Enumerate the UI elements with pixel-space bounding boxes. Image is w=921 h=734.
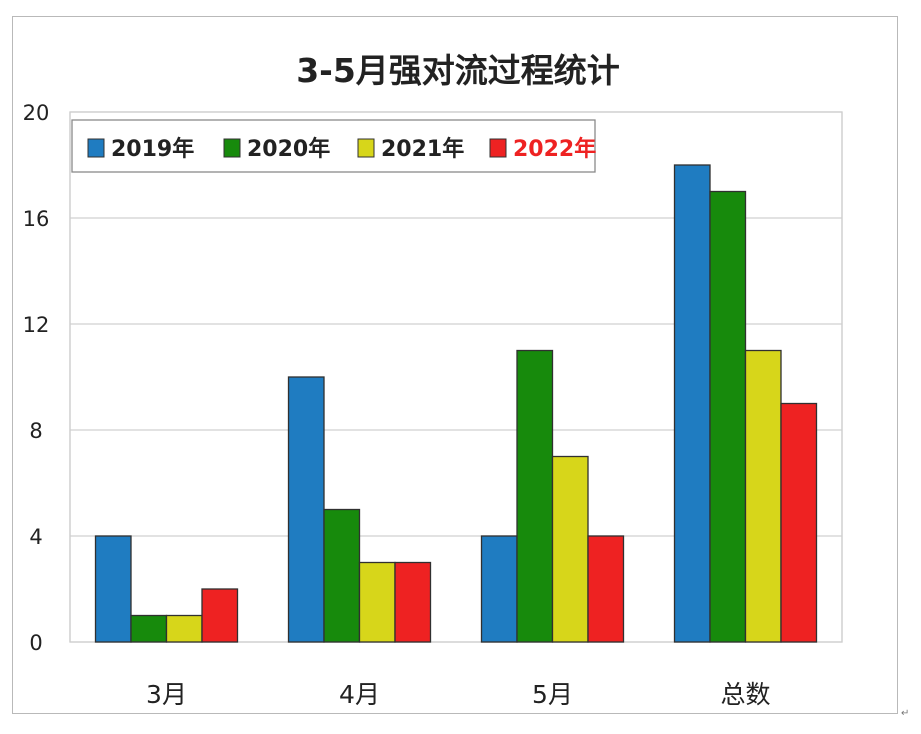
bars xyxy=(94,164,818,643)
x-category-label: 5月 xyxy=(532,680,573,709)
chart-title: 3-5月强对流过程统计 xyxy=(296,51,620,90)
bar xyxy=(287,376,325,643)
bar xyxy=(673,164,711,643)
y-axis-labels: 0 4 8 12 16 20 xyxy=(23,101,50,655)
legend-swatch xyxy=(489,138,507,158)
x-category-label: 3月 xyxy=(146,680,187,709)
bar xyxy=(480,535,518,643)
bar xyxy=(94,535,132,643)
legend-box xyxy=(71,119,596,173)
y-tick-label: 0 xyxy=(29,631,42,655)
bar xyxy=(165,614,203,643)
bar xyxy=(709,190,747,643)
bar xyxy=(130,614,168,643)
legend: 2019年 2020年 2021年 2022年 xyxy=(71,119,596,173)
bar xyxy=(358,561,396,643)
bar xyxy=(201,588,239,643)
y-tick-label: 16 xyxy=(23,207,50,231)
legend-label: 2022年 xyxy=(513,136,596,162)
bar xyxy=(551,455,589,643)
paragraph-mark: ↵ xyxy=(901,708,910,719)
legend-label: 2021年 xyxy=(381,136,464,162)
legend-swatch xyxy=(87,138,105,158)
bar xyxy=(744,349,782,643)
bar xyxy=(394,561,432,643)
x-category-label: 总数 xyxy=(720,680,770,709)
bar xyxy=(780,402,818,643)
y-tick-label: 8 xyxy=(29,419,42,443)
bar xyxy=(323,508,361,643)
legend-label: 2020年 xyxy=(247,136,330,162)
y-tick-label: 4 xyxy=(29,525,42,549)
legend-swatch xyxy=(357,138,375,158)
x-category-label: 4月 xyxy=(339,680,380,709)
y-tick-label: 12 xyxy=(23,313,50,337)
bar xyxy=(587,535,625,643)
legend-label: 2019年 xyxy=(111,136,194,162)
y-tick-label: 20 xyxy=(23,101,50,125)
bar xyxy=(516,349,554,643)
legend-swatch xyxy=(223,138,241,158)
x-axis-labels: 3月 4月 5月 总数 xyxy=(146,680,770,709)
